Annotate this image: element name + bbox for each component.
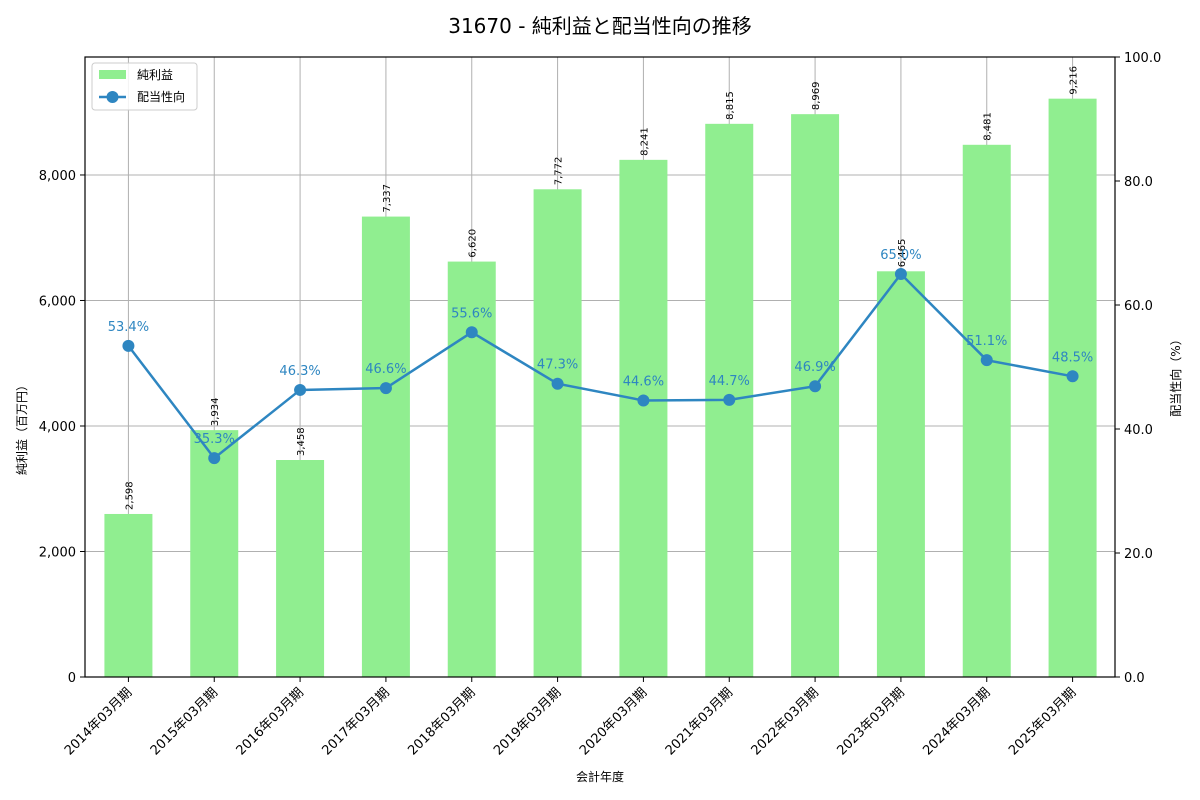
plot-frame (84, 56, 1116, 678)
line-marker (980, 354, 993, 367)
bar-value-label: 7,337 (382, 184, 393, 213)
x-axis-tick-label: 2022年03月期 (749, 685, 822, 758)
bar (1048, 98, 1097, 677)
left-axis-tick-label: 2,000 (39, 545, 76, 560)
line-marker (809, 380, 822, 393)
bar (361, 216, 410, 677)
x-axis-tick-label: 2019年03月期 (491, 685, 564, 758)
bar-value-label: 8,481 (983, 112, 994, 141)
payout-ratio-label: 51.1% (966, 334, 1007, 349)
line-marker (465, 326, 478, 339)
left-axis-tick-label: 8,000 (39, 169, 76, 184)
line-marker (637, 394, 650, 407)
left-axis-tick-label: 4,000 (39, 420, 76, 435)
bar-value-label: 6,465 (897, 239, 908, 268)
bar (276, 460, 325, 677)
right-axis-tick-label: 0.0 (1124, 671, 1145, 686)
line-marker (723, 393, 736, 406)
bar-series-net-income (104, 98, 1097, 678)
bar (447, 261, 496, 677)
bar-value-label: 8,815 (725, 91, 736, 120)
payout-ratio-label: 35.3% (194, 432, 235, 447)
x-axis-label: 会計年度 (576, 769, 624, 784)
line-marker (379, 382, 392, 395)
right-axis-tick-label: 100.0 (1124, 51, 1161, 66)
x-axis-tick-label: 2024年03月期 (920, 685, 993, 758)
bar (533, 189, 582, 678)
x-axis-tick-label: 2018年03月期 (405, 685, 478, 758)
bar (876, 271, 925, 677)
bar (104, 513, 153, 677)
bar (962, 144, 1011, 677)
x-axis-tick-label: 2021年03月期 (663, 685, 736, 758)
left-axis-tick-label: 6,000 (39, 294, 76, 309)
left-axis-label: 純利益（百万円） (15, 379, 29, 475)
x-axis-tick-label: 2016年03月期 (234, 685, 307, 758)
bar (190, 430, 239, 677)
bar-value-label: 6,620 (468, 229, 479, 258)
left-axis-tick-label: 0 (68, 671, 76, 686)
payout-ratio-label: 46.9% (794, 360, 835, 375)
payout-ratio-label: 65.0% (880, 248, 921, 263)
x-axis-tick-label: 2020年03月期 (577, 685, 650, 758)
payout-ratio-label: 53.4% (108, 320, 149, 335)
payout-ratio-label: 47.3% (537, 358, 578, 373)
line-marker (894, 268, 907, 280)
bar-value-label: 8,241 (639, 127, 650, 156)
line-marker (122, 339, 135, 352)
line-marker (551, 377, 564, 390)
right-axis-tick-label: 60.0 (1124, 299, 1153, 314)
payout-ratio-label: 55.6% (451, 306, 492, 321)
bar-value-label: 8,969 (811, 82, 822, 111)
bar (791, 114, 840, 677)
line-marker (208, 452, 221, 465)
x-axis-tick-label: 2015年03月期 (148, 685, 221, 758)
payout-ratio-label: 46.6% (365, 362, 406, 377)
right-axis-tick-label: 80.0 (1124, 175, 1153, 190)
bar-value-label: 2,598 (124, 481, 135, 510)
line-marker (294, 383, 307, 396)
legend-swatch-marker (106, 91, 119, 103)
payout-ratio-label: 44.7% (709, 374, 750, 389)
right-axis-label: 配当性向（%） (1168, 333, 1183, 416)
legend-label-payout-ratio: 配当性向 (137, 89, 185, 104)
bar (619, 159, 668, 677)
legend-swatch-bar (99, 70, 126, 79)
x-axis-tick-label: 2023年03月期 (834, 685, 907, 758)
x-axis-tick-label: 2025年03月期 (1006, 685, 1079, 758)
bar-value-label: 3,934 (210, 397, 221, 426)
bar-value-label: 3,458 (296, 427, 307, 456)
x-axis-tick-label: 2017年03月期 (319, 685, 392, 758)
right-axis-tick-label: 20.0 (1124, 547, 1153, 562)
bar-value-label: 9,216 (1069, 66, 1080, 95)
payout-ratio-line (127, 272, 1073, 460)
line-marker (1066, 370, 1079, 383)
grid-lines (85, 57, 1115, 678)
right-axis-tick-label: 40.0 (1124, 423, 1153, 438)
bar-value-label: 7,772 (554, 157, 565, 186)
payout-ratio-label: 48.5% (1052, 350, 1093, 365)
payout-ratio-label: 46.3% (279, 364, 320, 379)
line-series-payout-ratio: 53.4% 35.3% 46.3% 46.6% 55.6% 47.3% 44.6% 44.7%… (108, 248, 1093, 465)
legend-label-net-income: 純利益 (137, 68, 173, 82)
chart-title: 31670 - 純利益と配当性向の推移 (448, 14, 752, 38)
bar-value-labels: 2,598 3,934 3,458 7,337 6,620 7,772 8,241 8,815… (124, 66, 1079, 510)
x-axis-tick-label: 2014年03月期 (62, 685, 135, 758)
payout-ratio-label: 44.6% (623, 374, 664, 389)
